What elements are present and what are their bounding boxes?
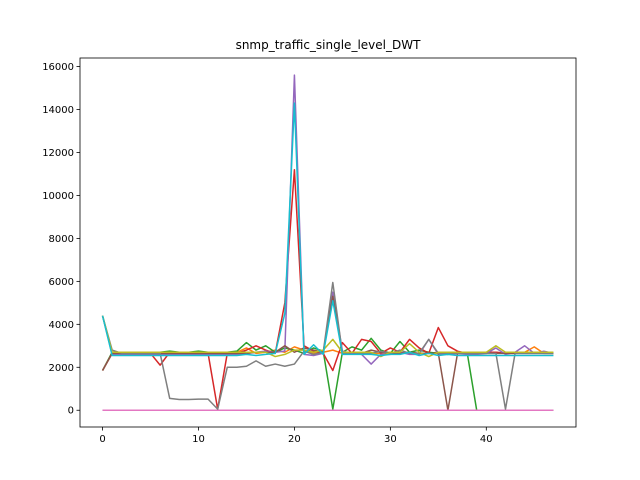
series-line-8 [101,315,554,358]
x-tick-label-3: 30 [384,434,397,445]
y-tick-label-8: 16000 [42,62,74,73]
x-tick-label-2: 20 [288,434,301,445]
y-tick-label-4: 8000 [49,234,74,245]
y-tick-label-2: 4000 [49,320,74,331]
y-tick-label-5: 10000 [42,191,74,202]
y-tick-label-6: 12000 [42,148,74,159]
x-tick-label-4: 40 [480,434,493,445]
axes-layer: 0 10 20 30 40 0 2000 4000 6000 8000 10000 12000 1400… [42,57,577,445]
series-line-9 [101,102,554,357]
series-layer [101,74,554,411]
y-tick-label-1: 2000 [49,363,74,374]
y-tick-label-0: 0 [68,406,74,417]
series-line-7 [101,281,554,410]
x-tick-label-0: 0 [99,434,105,445]
x-tick-label-1: 10 [192,434,205,445]
chart-title: snmp_traffic_single_level_DWT [236,38,422,52]
y-tick-label-7: 14000 [42,105,74,116]
y-tick-label-3: 6000 [49,277,74,288]
plot-frame [79,57,577,428]
